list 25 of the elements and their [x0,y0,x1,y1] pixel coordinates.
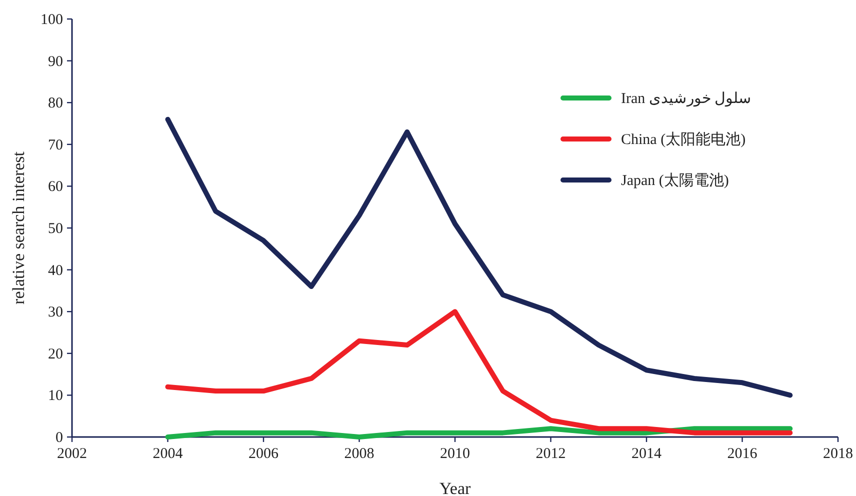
y-tick-label: 70 [48,137,63,154]
x-tick-label: 2012 [536,446,566,462]
y-tick-label: 60 [48,179,63,196]
x-tick-label: 2014 [632,446,662,462]
x-tick-label: 2004 [152,446,184,462]
x-tick-label: 2016 [727,446,758,462]
y-tick-label: 100 [40,12,63,28]
legend-label: China (太阳能电池) [621,131,746,148]
y-tick-label: 90 [48,54,63,70]
y-axis-title: relative search interest [9,151,28,304]
x-tick-label: 2018 [823,446,853,462]
y-tick-label: 40 [48,262,63,279]
x-tick-label: 2006 [248,446,279,462]
x-tick-label: 2002 [57,446,87,462]
y-tick-label: 80 [48,96,63,112]
legend-label: Iran سلول خورشیدی [621,91,752,107]
x-tick-label: 2010 [440,446,470,462]
legend-label: Japan (太陽電池) [621,172,729,189]
y-tick-label: 0 [56,430,63,446]
x-tick-label: 2008 [344,446,374,462]
y-tick-label: 20 [48,346,63,362]
x-axis-title: Year [439,479,471,496]
y-tick-label: 10 [48,388,63,404]
y-tick-label: 50 [48,221,63,237]
y-tick-label: 30 [48,304,63,321]
